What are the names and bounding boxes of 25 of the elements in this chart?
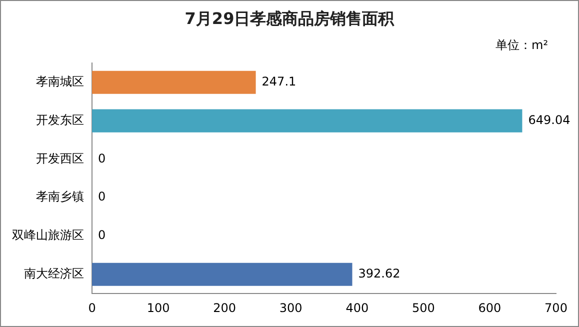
y-tick-label: 孝南城区 [36, 74, 84, 89]
y-tick-label: 孝南乡镇 [36, 190, 84, 204]
data-label: 649.04 [528, 112, 570, 127]
x-tick-label: 200 [213, 300, 236, 315]
y-tick-label: 开发东区 [36, 112, 84, 127]
text: 单位：m² [496, 37, 548, 54]
bar [92, 109, 522, 132]
y-tick-label: 开发西区 [36, 151, 84, 166]
data-label: 247.1 [262, 74, 296, 89]
x-tick-label: 700 [544, 300, 568, 315]
y-tick-label: 双峰山旅游区 [12, 228, 84, 242]
y-tick-label: 南大经济区 [24, 266, 84, 281]
data-label: 392.62 [358, 266, 400, 281]
data-label: 0 [98, 151, 106, 166]
chart-title: 7月29日孝感商品房销售面积 [184, 9, 396, 30]
data-label: 0 [98, 190, 106, 204]
x-tick-label: 500 [412, 300, 435, 315]
x-tick-label: 400 [346, 300, 369, 315]
data-label: 0 [98, 228, 106, 242]
x-tick-label: 0 [88, 300, 96, 315]
x-tick-label: 300 [279, 300, 302, 315]
x-tick-label: 100 [146, 300, 170, 315]
bar [92, 262, 352, 286]
bar [92, 70, 256, 94]
x-tick-label: 600 [478, 300, 502, 315]
